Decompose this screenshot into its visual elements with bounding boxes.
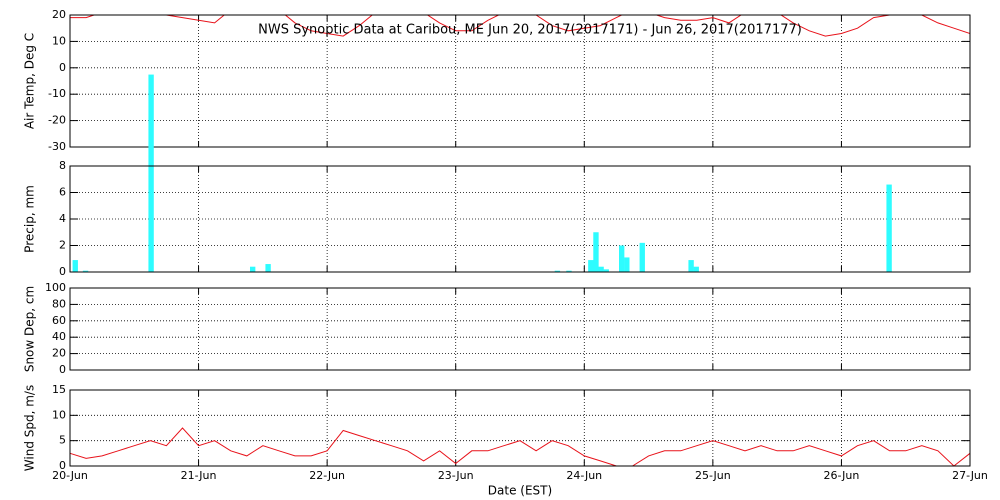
bar	[688, 260, 694, 272]
bar	[886, 184, 892, 272]
series-line	[70, 15, 970, 37]
bar	[250, 266, 256, 272]
series-line	[69, 427, 971, 467]
plot-frame	[69, 389, 971, 467]
y-tick-label: 0	[59, 265, 66, 278]
y-tick-label: 5	[59, 434, 66, 447]
y-tick-label: -10	[48, 87, 66, 100]
bar	[148, 74, 154, 272]
bar	[265, 264, 271, 272]
chart-title: NWS Synoptic Data at Caribou, ME Jun 20,…	[258, 23, 802, 38]
x-tick-label: 25-Jun	[695, 469, 731, 482]
bar	[624, 257, 630, 272]
y-tick-label: 40	[52, 330, 66, 343]
x-tick-label: 22-Jun	[309, 469, 345, 482]
y-tick-label: 10	[52, 408, 66, 421]
x-tick-label: 24-Jun	[566, 469, 602, 482]
y-tick-label: 0	[59, 459, 66, 472]
plot-frame	[69, 165, 971, 273]
x-axis-label: Date (EST)	[488, 484, 552, 498]
y-tick-label: 20	[52, 347, 66, 360]
plot-frame	[69, 14, 971, 148]
y-tick-label: 20	[52, 8, 66, 21]
y-tick-label: 0	[59, 61, 66, 74]
y-axis-label: Snow Dep, cm	[23, 286, 37, 372]
bar	[82, 270, 89, 272]
bar	[72, 260, 78, 272]
y-tick-label: 4	[59, 212, 66, 225]
bar	[598, 266, 604, 272]
y-tick-label: 15	[52, 383, 66, 396]
bar	[619, 245, 625, 272]
y-tick-label: 60	[52, 314, 66, 327]
y-tick-label: 8	[59, 159, 66, 172]
y-tick-label: 100	[45, 281, 66, 294]
y-axis-label: Air Temp, Deg C	[23, 33, 37, 129]
y-tick-label: 2	[59, 239, 66, 252]
bar	[554, 270, 561, 272]
y-axis-label: Precip, mm	[23, 185, 37, 253]
y-axis-label: Wind Spd, m/s	[23, 385, 37, 471]
plot-frame	[69, 287, 971, 371]
bar	[603, 269, 609, 272]
y-tick-label: 6	[59, 186, 66, 199]
y-tick-label: -30	[48, 140, 66, 153]
y-tick-label: 80	[52, 297, 66, 310]
y-tick-label: 0	[59, 363, 66, 376]
x-tick-label: 21-Jun	[181, 469, 217, 482]
x-tick-label: 26-Jun	[824, 469, 860, 482]
bar	[593, 232, 599, 272]
x-tick-label: 20-Jun	[52, 469, 88, 482]
bar	[588, 260, 594, 272]
y-tick-label: -20	[48, 114, 66, 127]
bar	[566, 270, 572, 272]
x-tick-label: 27-Jun	[952, 469, 988, 482]
y-tick-label: 10	[52, 34, 66, 47]
bar	[693, 266, 699, 272]
x-tick-label: 23-Jun	[438, 469, 474, 482]
bar	[639, 242, 645, 272]
